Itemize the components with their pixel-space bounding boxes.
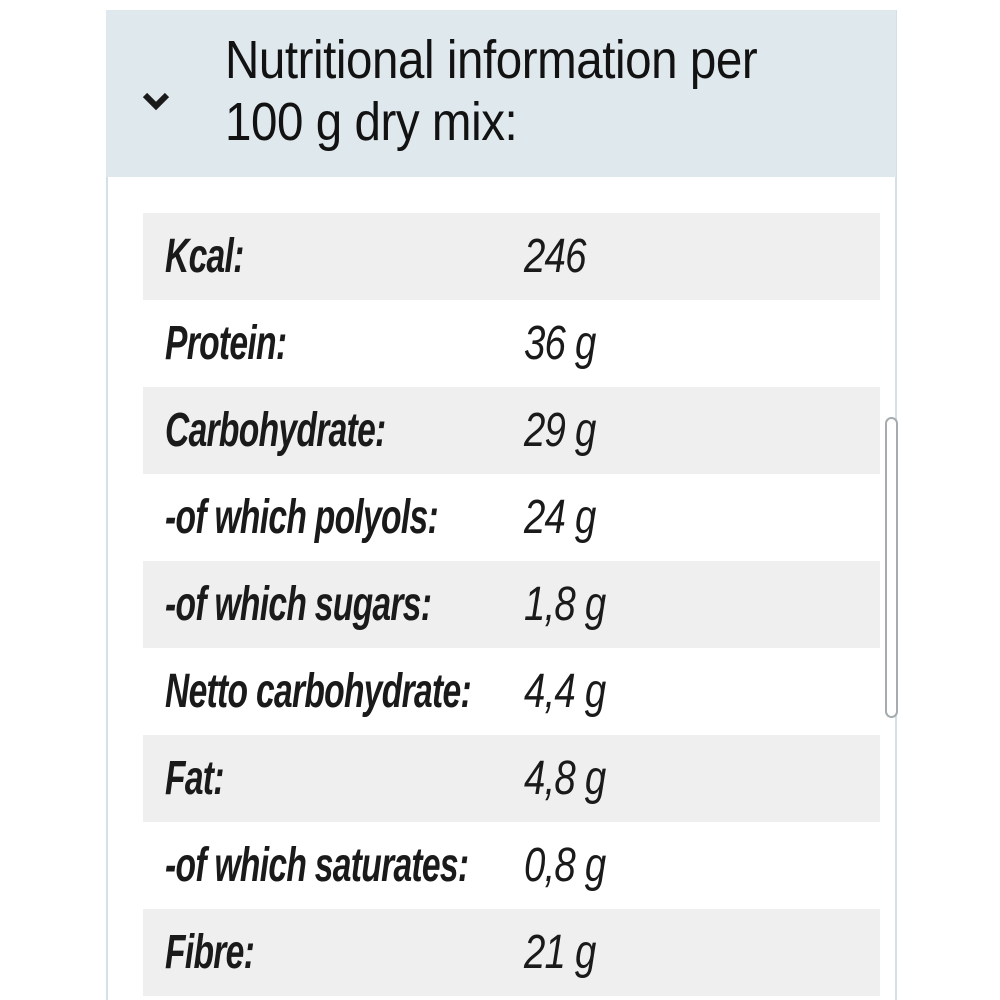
row-label: Carbohydrate: [165, 404, 386, 457]
row-label: Netto carbohydrate: [165, 665, 472, 718]
row-value: 24 g [524, 491, 596, 544]
table-row-kcal: Kcal: 246 [143, 213, 880, 300]
section-title-line1: Nutritional information per [225, 30, 758, 90]
table-row-fat: Fat: 4,8 g [143, 735, 880, 822]
table-row-saturates: -of which saturates: 0,8 g [143, 822, 880, 909]
row-value: 246 [524, 230, 586, 283]
row-label: -of which saturates: [165, 839, 469, 892]
row-value: 36 g [524, 317, 596, 370]
row-value: 29 g [524, 404, 596, 457]
table-row-sugars: -of which sugars: 1,8 g [143, 561, 880, 648]
row-label: Fibre: [165, 926, 255, 979]
content-left-divider [106, 175, 108, 1000]
row-value: 4,4 g [524, 665, 606, 718]
row-value: 21 g [524, 926, 596, 979]
row-label: -of which polyols: [165, 491, 439, 544]
table-row-polyols: -of which polyols: 24 g [143, 474, 880, 561]
row-value: 4,8 g [524, 752, 606, 805]
table-row-carbohydrate: Carbohydrate: 29 g [143, 387, 880, 474]
table-row-protein: Protein: 36 g [143, 300, 880, 387]
row-value: 1,8 g [524, 578, 606, 631]
row-label: Kcal: [165, 230, 244, 283]
row-label: Fat: [165, 752, 224, 805]
chevron-down-icon[interactable] [142, 91, 170, 111]
table-row-netto-carbohydrate: Netto carbohydrate: 4,4 g [143, 648, 880, 735]
nutrition-accordion-header[interactable]: Nutritional information per 100 g dry mi… [106, 10, 896, 177]
row-value: 0,8 g [524, 839, 606, 892]
scrollbar-thumb[interactable] [885, 417, 898, 718]
table-row-fibre: Fibre: 21 g [143, 909, 880, 996]
section-title: Nutritional information per 100 g dry mi… [225, 29, 830, 153]
row-label: -of which sugars: [165, 578, 432, 631]
nutrition-table: Kcal: 246 Protein: 36 g Carbohydrate: 29… [143, 213, 880, 996]
row-label: Protein: [165, 317, 287, 370]
section-title-line2: 100 g dry mix: [225, 92, 518, 152]
